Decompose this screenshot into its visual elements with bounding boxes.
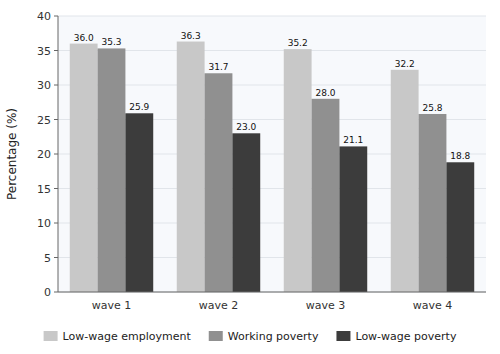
tick-label: 25 [37, 114, 51, 127]
bars [70, 42, 474, 292]
bar [232, 133, 260, 292]
bar [391, 70, 419, 292]
bar [98, 48, 126, 292]
legend-label: Working poverty [228, 330, 319, 343]
legend-label: Low-wage employment [63, 330, 192, 343]
data-label: 35.2 [288, 38, 308, 48]
grid-line [58, 292, 486, 293]
tick-label: wave 3 [306, 299, 346, 312]
tick-mark [54, 257, 58, 258]
tick-mark [54, 85, 58, 86]
tick-mark [54, 292, 58, 293]
tick-mark [54, 50, 58, 51]
data-label: 35.3 [101, 37, 121, 47]
x-axis-line [58, 292, 486, 293]
tick-label: 35 [37, 45, 51, 58]
data-label: 23.0 [236, 122, 256, 132]
data-label: 28.0 [315, 88, 335, 98]
grid-line [58, 16, 486, 17]
data-label: 31.7 [208, 62, 228, 72]
plot-area [58, 16, 486, 292]
legend-item: Low-wage employment [44, 330, 192, 343]
legend-swatch [336, 331, 350, 341]
data-label: 36.0 [74, 33, 94, 43]
bar [419, 114, 447, 292]
y-axis-label: Percentage (%) [5, 108, 19, 200]
legend-item: Working poverty [209, 330, 319, 343]
tick-label: 30 [37, 79, 51, 92]
legend: Low-wage employment Working poverty Low-wa… [44, 330, 457, 343]
legend-swatch [44, 331, 58, 341]
tick-label: 0 [44, 286, 51, 299]
tick-mark [54, 16, 58, 17]
bar [205, 73, 233, 292]
tick-mark [54, 223, 58, 224]
y-axis: 0 5 10 15 20 25 30 35 40 [37, 10, 486, 299]
data-label: 18.8 [450, 151, 470, 161]
data-label: 25.9 [129, 102, 149, 112]
bar [339, 146, 367, 292]
tick-label: 10 [37, 217, 51, 230]
bar [284, 49, 312, 292]
data-labels: 36.0 36.3 35.2 32.2 35.3 31.7 28.0 25.8 25.9 23.0… [74, 31, 471, 162]
legend-swatch [209, 331, 223, 341]
data-label: 32.2 [395, 59, 415, 69]
tick-label: 20 [37, 148, 51, 161]
bar [125, 113, 153, 292]
legend-item: Low-wage poverty [336, 330, 456, 343]
data-label: 25.8 [422, 103, 442, 113]
tick-label: wave 2 [199, 299, 239, 312]
tick-label: 40 [37, 10, 51, 23]
tick-mark [54, 188, 58, 189]
tick-mark [54, 154, 58, 155]
bar [70, 44, 98, 292]
bar [177, 42, 205, 292]
bar [312, 99, 340, 292]
tick-label: wave 4 [413, 299, 453, 312]
x-axis: wave 1 wave 2 wave 3 wave 4 [58, 292, 486, 312]
bar [446, 162, 474, 292]
tick-mark [54, 119, 58, 120]
legend-label: Low-wage poverty [355, 330, 456, 343]
tick-label: 15 [37, 183, 51, 196]
chart: 0 5 10 15 20 25 30 35 40 Percentage (%) 36.0 36.3 35… [0, 0, 500, 354]
y-axis-line [58, 16, 59, 292]
tick-label: 5 [44, 252, 51, 265]
data-label: 21.1 [343, 135, 363, 145]
data-label: 36.3 [181, 31, 201, 41]
tick-label: wave 1 [92, 299, 132, 312]
